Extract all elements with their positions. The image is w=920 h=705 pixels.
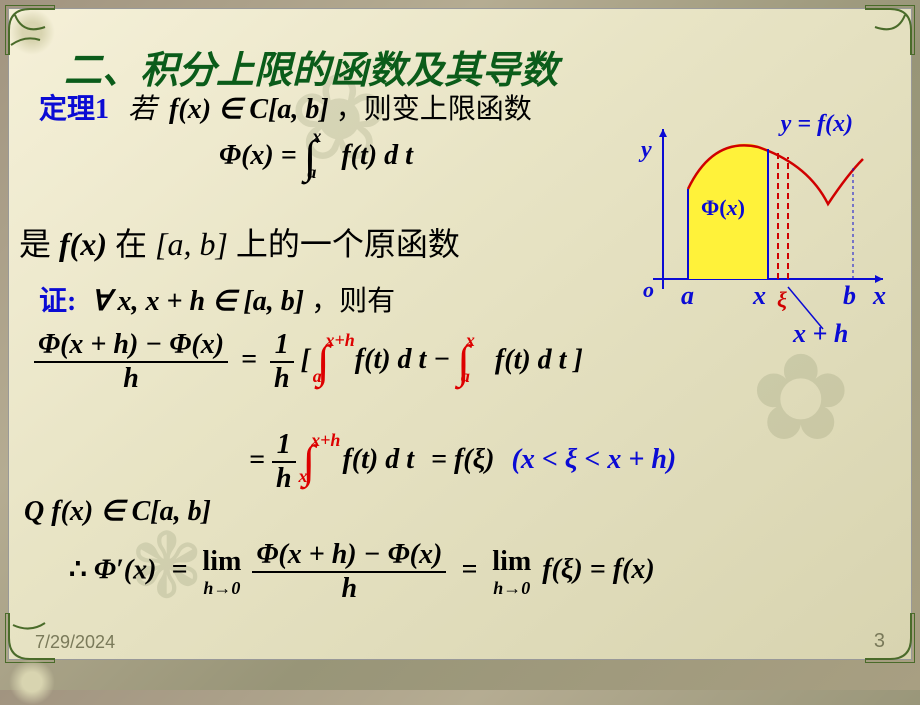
chart-y-label: y — [641, 137, 652, 164]
slide-paper: ❀ ✿ ❃ 二、积分上限的函数及其导数 定理1 若 f(x) ∈ C[a, b]… — [8, 8, 912, 660]
chart-curve-label: y = f(x) — [781, 111, 853, 138]
chart-b-label: b — [843, 281, 856, 311]
conclusion-line: 是 f(x) 在 [a, b] 上的一个原函数 — [19, 219, 460, 265]
eq1: Φ(x + h) − Φ(x) h = 1 h [ ∫x+ha f(t) d t… — [34, 329, 583, 395]
chart-xaxis-label: x — [873, 281, 886, 311]
phi-definition: Φ(x) = ∫xa f(t) d t — [219, 139, 413, 176]
because-line: Q f(x) ∈ C[a, b] — [24, 494, 211, 528]
theorem-cond: f(x) ∈ C[a, b] — [169, 94, 329, 125]
chart-xh-label: x + h — [793, 319, 848, 349]
theorem-line: 定理1 若 f(x) ∈ C[a, b] ，则变上限函数 — [39, 87, 532, 127]
footer-date: 7/29/2024 — [35, 632, 115, 653]
section-title: 二、积分上限的函数及其导数 — [64, 39, 901, 94]
content-area: 二、积分上限的函数及其导数 定理1 若 f(x) ∈ C[a, b] ，则变上限… — [9, 9, 911, 659]
footer-page: 3 — [874, 630, 885, 653]
theorem-if: 若 — [128, 94, 156, 125]
chart-x-label: x — [753, 281, 766, 311]
theorem-then: ，则变上限函数 — [336, 94, 532, 125]
chart-area: y = f(x) y Φ(x) o a x ξ b x x + h — [633, 119, 893, 339]
eq2: = 1 h ∫x+hx f(t) d t = f(ξ) (x < ξ < x +… — [249, 429, 676, 495]
chart-o-label: o — [643, 277, 654, 303]
chart-phi-label: Φ(x) — [701, 195, 745, 221]
therefore-line: ∴ Φ′(x) = limh→0 Φ(x + h) − Φ(x) h = lim… — [69, 539, 655, 605]
chart-xi-label: ξ — [777, 287, 787, 313]
proof-label: 证: — [39, 286, 76, 317]
theorem-label: 定理1 — [39, 94, 109, 125]
proof-line: 证: ∀ x, x + h ∈ [a, b] ，则有 — [39, 279, 395, 319]
chart-a-label: a — [681, 281, 694, 311]
